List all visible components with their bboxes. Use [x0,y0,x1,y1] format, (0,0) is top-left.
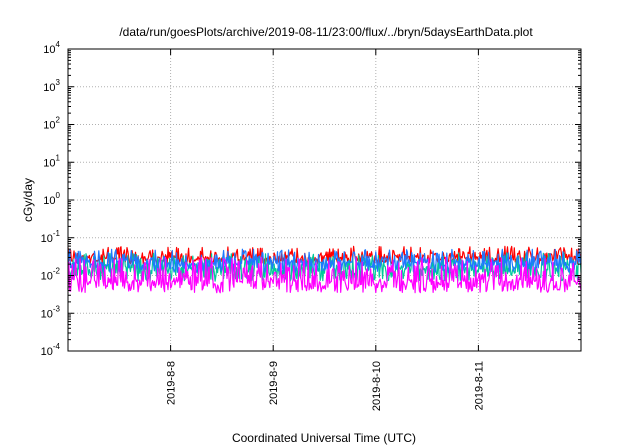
chart-title: /data/run/goesPlots/archive/2019-08-11/2… [119,25,533,39]
y-tick-label: 101 [43,153,60,169]
y-tick-label: 100 [43,191,60,207]
x-axis-label: Coordinated Universal Time (UTC) [232,431,416,445]
x-tick-label: 2019-8-10 [371,361,383,411]
y-tick-label: 10-2 [41,267,61,283]
x-tick-label: 2019-8-11 [473,361,485,410]
plot-frame [67,48,582,352]
series-line-3 [67,248,582,274]
y-axis: 10-4 10-3 10-2 10-1 100 101 102 103 104 [41,40,581,358]
y-tick-label: 104 [43,40,60,56]
y-tick-label: 10-3 [41,304,61,320]
x-axis: 2019-8-8 2019-8-9 2019-8-10 2019-8-11 [166,49,485,411]
y-axis-label: cGy/day [21,178,35,222]
y-tick-label: 103 [43,78,60,94]
series-line-4 [67,256,582,294]
grid [68,49,581,351]
series-layer [67,245,582,294]
x-tick-label: 2019-8-8 [166,361,178,405]
y-tick-label: 102 [43,116,60,132]
y-tick-label: 10-1 [41,229,61,245]
y-tick-label: 10-4 [41,342,61,358]
x-tick-label: 2019-8-9 [268,361,280,405]
